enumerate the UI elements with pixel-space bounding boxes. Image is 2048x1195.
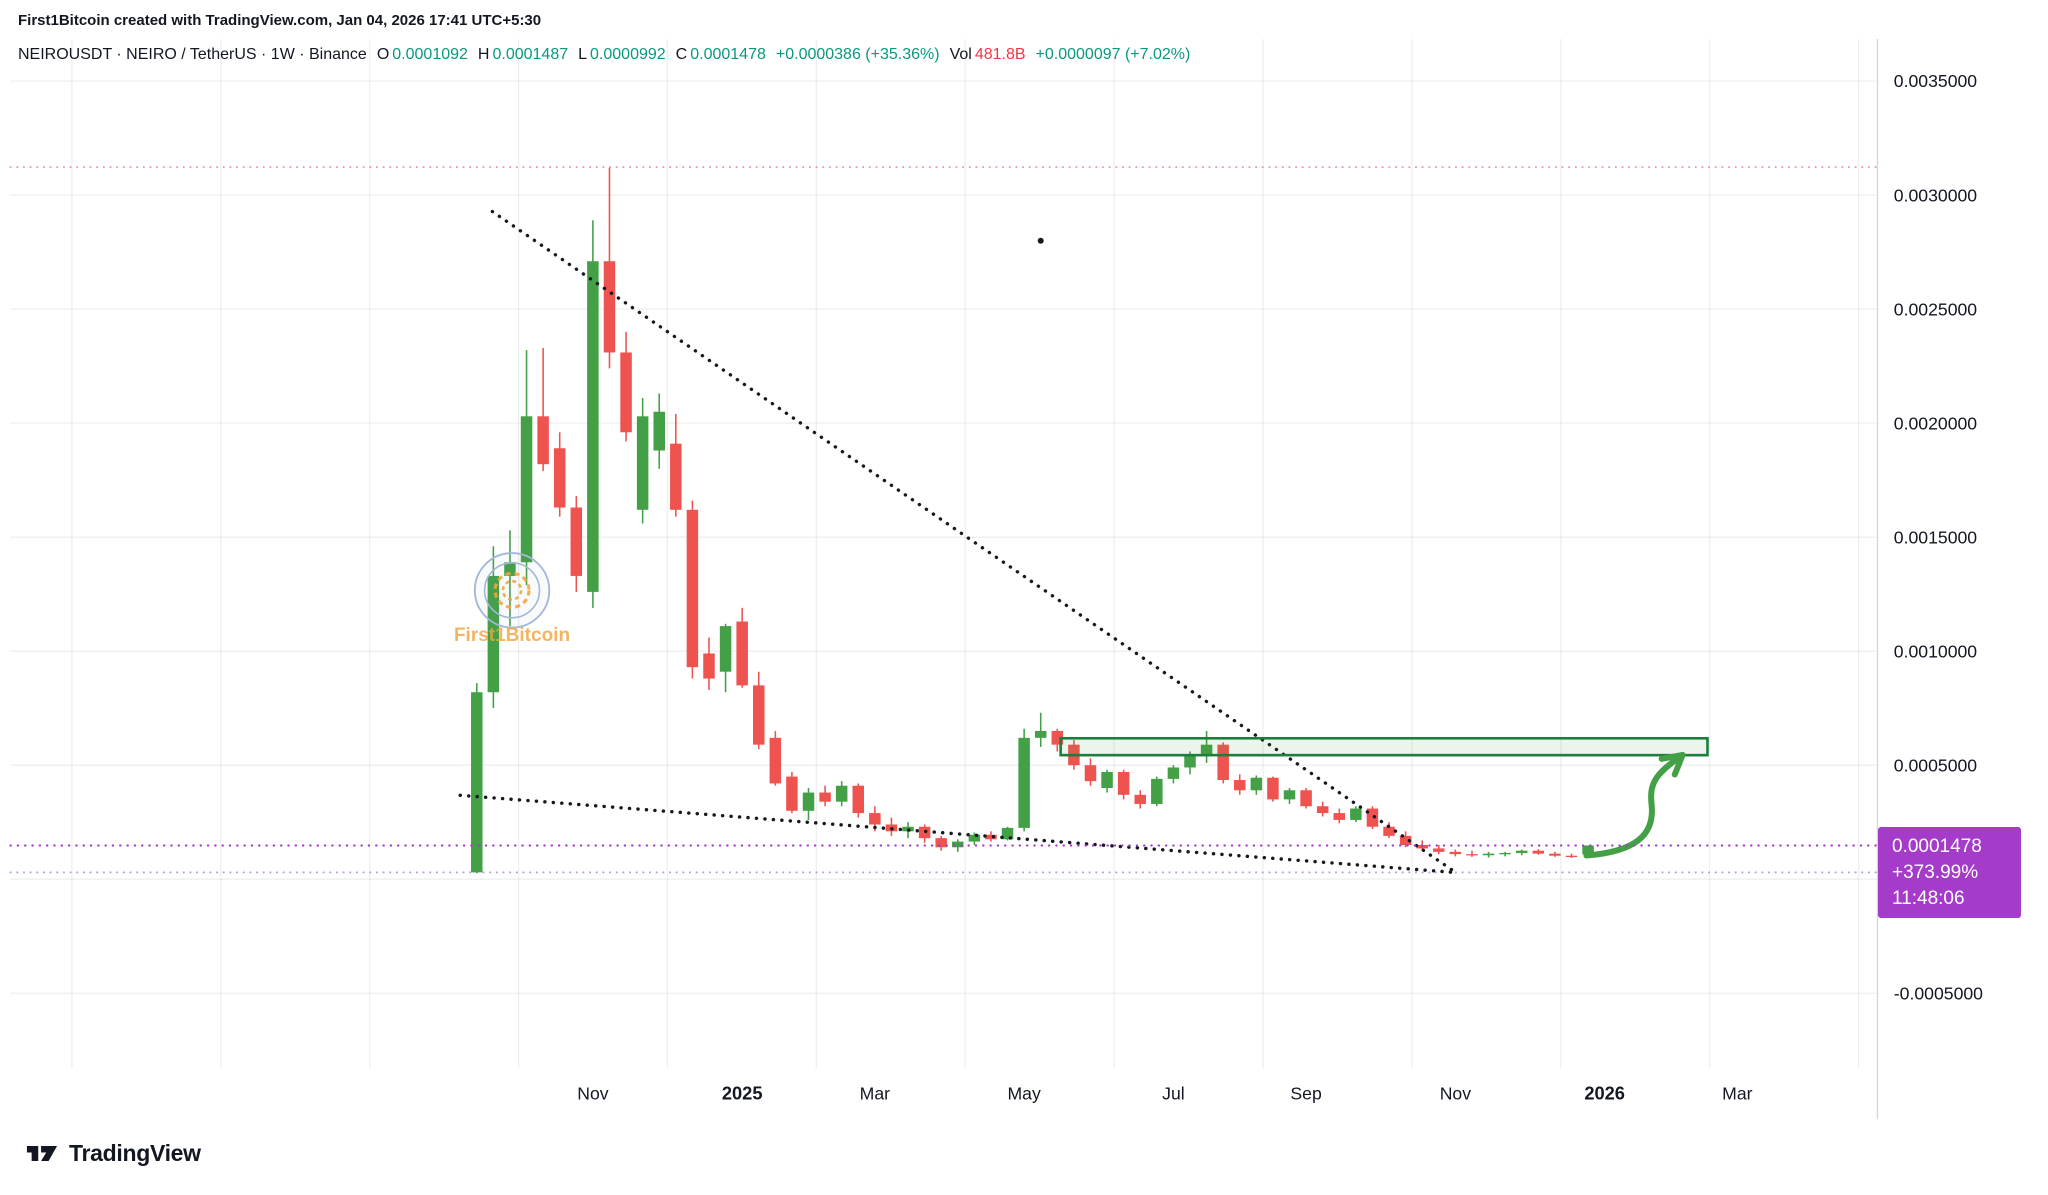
low-label: L (578, 46, 588, 63)
ohlc-high: H 0.0001487 (478, 46, 568, 64)
svg-text:2026: 2026 (1584, 1083, 1625, 1104)
close-value: 0.0001478 (690, 46, 766, 63)
svg-text:0.0025000: 0.0025000 (1894, 299, 1978, 319)
low-value: 0.0000992 (590, 46, 666, 63)
dotted-trendlines[interactable] (458, 209, 1456, 875)
symbol-info-bar: NEIROUSDT · NEIRO / TetherUS · 1W · Bina… (18, 46, 1190, 64)
svg-text:Sep: Sep (1290, 1084, 1322, 1104)
candlesticks (471, 167, 1594, 874)
price-level-lines (9, 166, 1878, 874)
tradingview-logo-text: TradingView (69, 1140, 201, 1166)
ohlc-close: C 0.0001478 (676, 46, 766, 64)
watermark-logo-icon (473, 552, 551, 629)
watermark-text: First1Bitcoin (453, 625, 571, 646)
svg-text:May: May (1007, 1084, 1040, 1104)
svg-text:Nov: Nov (1440, 1084, 1472, 1104)
symbol-title[interactable]: NEIROUSDT · NEIRO / TetherUS · 1W · Bina… (18, 46, 367, 63)
volume-change: +0.0000097 (+7.02%) (1035, 46, 1191, 63)
current-price-badge[interactable]: 0.0001478 +373.99% 11:48:06 (1878, 827, 2021, 918)
chart-attribution: First1Bitcoin created with TradingView.c… (18, 12, 542, 29)
grid-lines (10, 39, 1877, 1069)
high-value: 0.0001487 (492, 46, 569, 63)
high-label: H (477, 46, 490, 63)
ohlc-open: O 0.0001092 (377, 46, 468, 64)
axes[interactable]: 0.0035000 0.0030000 0.0025000 0.0020000 0.00… (577, 39, 1983, 1120)
volume: Vol 481.8B (950, 46, 1026, 64)
svg-text:Nov: Nov (577, 1084, 609, 1104)
svg-text:0.0020000: 0.0020000 (1894, 413, 1978, 433)
close-label: C (675, 46, 688, 63)
ohlc-low: L 0.0000992 (578, 46, 666, 64)
tradingview-logo[interactable]: TradingView (26, 1140, 201, 1167)
badge-countdown: 11:48:06 (1892, 888, 1965, 909)
projection-arrow[interactable] (1583, 751, 1686, 859)
svg-text:2025: 2025 (722, 1083, 763, 1104)
svg-text:Jul: Jul (1162, 1084, 1185, 1104)
svg-text:0.0010000: 0.0010000 (1894, 641, 1978, 661)
svg-text:0.0015000: 0.0015000 (1894, 527, 1978, 547)
badge-price: 0.0001478 (1892, 836, 1982, 857)
svg-text:-0.0005000: -0.0005000 (1894, 983, 1983, 1003)
tradingview-logo-icon (26, 1145, 58, 1162)
open-value: 0.0001092 (392, 46, 468, 63)
resistance-box[interactable] (1059, 736, 1709, 757)
svg-text:0.0030000: 0.0030000 (1894, 185, 1978, 205)
svg-text:Mar: Mar (1722, 1084, 1752, 1104)
svg-text:0.0005000: 0.0005000 (1894, 755, 1978, 775)
svg-text:0.0035000: 0.0035000 (1894, 71, 1978, 91)
ohlc-change: +0.0000386 (+35.36%) (775, 46, 940, 63)
svg-text:Mar: Mar (860, 1084, 890, 1104)
open-label: O (376, 46, 390, 63)
badge-change-percent: +373.99% (1892, 862, 1979, 883)
volume-label: Vol (949, 46, 972, 63)
volume-value: 481.8B (974, 46, 1026, 63)
